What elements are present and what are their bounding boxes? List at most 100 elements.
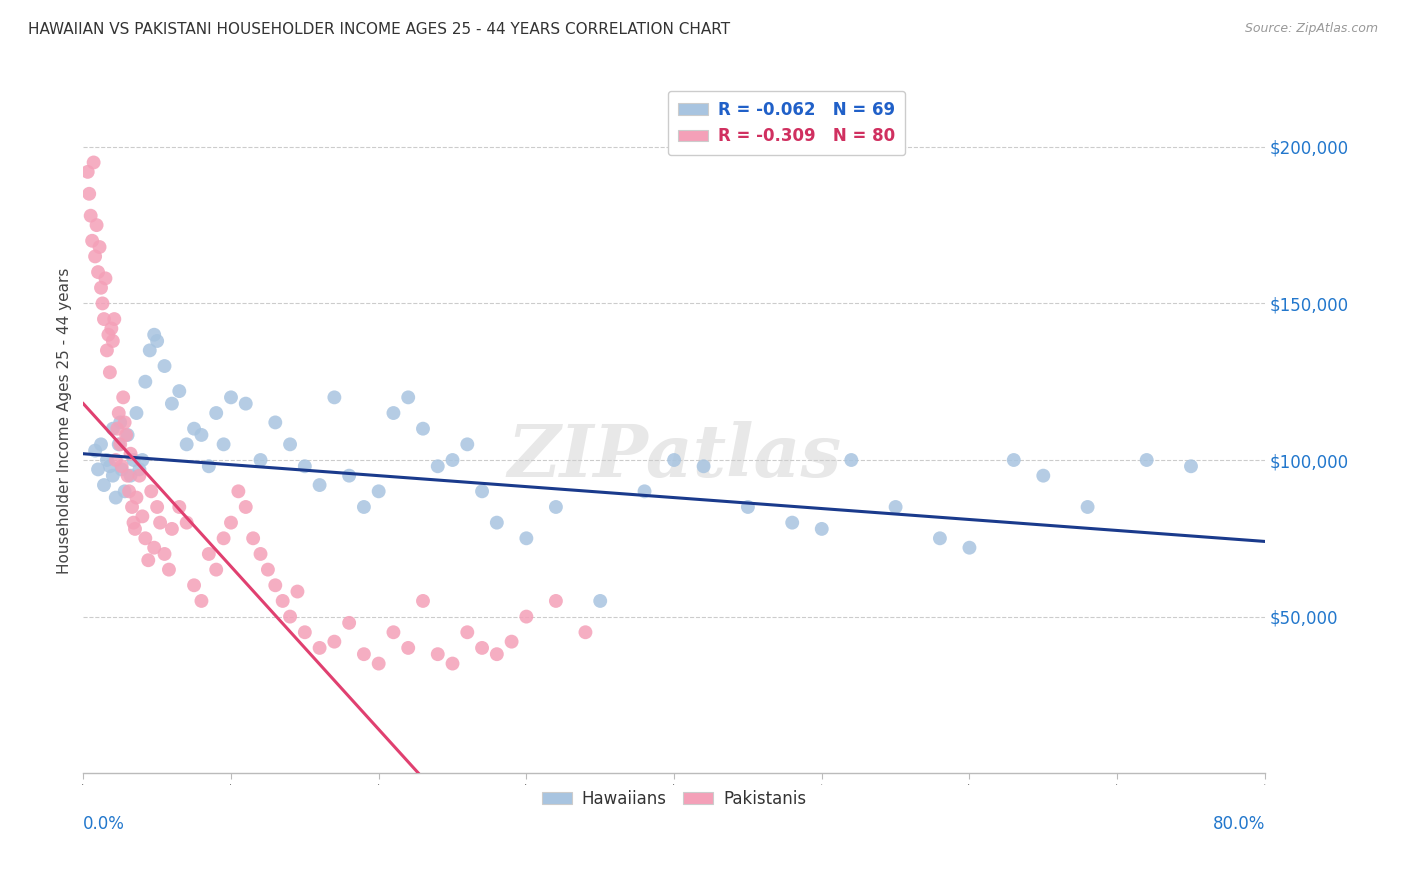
Point bbox=[117, 428, 139, 442]
Point bbox=[198, 547, 221, 561]
Point bbox=[110, 437, 132, 451]
Y-axis label: Householder Income Ages 25 - 44 years: Householder Income Ages 25 - 44 years bbox=[58, 268, 72, 574]
Point bbox=[294, 625, 316, 640]
Point bbox=[87, 462, 110, 476]
Point bbox=[456, 625, 478, 640]
Point bbox=[121, 500, 143, 514]
Point bbox=[76, 165, 98, 179]
Point bbox=[426, 459, 449, 474]
Point bbox=[544, 500, 567, 514]
Point bbox=[959, 541, 981, 555]
Point bbox=[441, 453, 464, 467]
Point bbox=[1180, 459, 1202, 474]
Point bbox=[501, 634, 523, 648]
Point bbox=[190, 428, 212, 442]
Point bbox=[396, 640, 419, 655]
Point bbox=[153, 359, 176, 373]
Point bbox=[153, 547, 176, 561]
Point bbox=[737, 500, 759, 514]
Point bbox=[90, 437, 112, 451]
Point bbox=[112, 390, 135, 404]
Point bbox=[396, 390, 419, 404]
Point bbox=[323, 634, 346, 648]
Point bbox=[97, 327, 120, 342]
Point bbox=[337, 468, 360, 483]
Point bbox=[471, 484, 494, 499]
Point bbox=[426, 647, 449, 661]
Point bbox=[515, 531, 537, 545]
Point bbox=[101, 422, 124, 436]
Point bbox=[574, 625, 596, 640]
Point bbox=[928, 531, 950, 545]
Point bbox=[105, 422, 128, 436]
Point bbox=[242, 531, 264, 545]
Point bbox=[249, 453, 271, 467]
Point bbox=[84, 249, 107, 263]
Point bbox=[205, 563, 228, 577]
Point bbox=[84, 443, 107, 458]
Point bbox=[125, 406, 148, 420]
Point bbox=[104, 453, 127, 467]
Point bbox=[367, 484, 389, 499]
Point bbox=[183, 422, 205, 436]
Point bbox=[120, 447, 142, 461]
Point bbox=[96, 453, 118, 467]
Point bbox=[1136, 453, 1159, 467]
Point bbox=[128, 468, 150, 483]
Point bbox=[91, 296, 114, 310]
Point bbox=[93, 478, 115, 492]
Point bbox=[101, 468, 124, 483]
Point bbox=[257, 563, 280, 577]
Point bbox=[146, 334, 169, 348]
Point bbox=[219, 390, 242, 404]
Point bbox=[122, 453, 145, 467]
Point bbox=[515, 609, 537, 624]
Point bbox=[103, 312, 125, 326]
Point bbox=[169, 500, 191, 514]
Point bbox=[122, 516, 145, 530]
Point bbox=[471, 640, 494, 655]
Point bbox=[160, 396, 183, 410]
Text: ZIPatlas: ZIPatlas bbox=[508, 421, 841, 491]
Point bbox=[141, 484, 163, 499]
Point bbox=[544, 594, 567, 608]
Point bbox=[124, 522, 146, 536]
Point bbox=[131, 453, 153, 467]
Point bbox=[589, 594, 612, 608]
Point bbox=[157, 563, 180, 577]
Point bbox=[441, 657, 464, 671]
Point bbox=[111, 462, 134, 476]
Point bbox=[79, 209, 101, 223]
Point bbox=[89, 240, 111, 254]
Point bbox=[93, 312, 115, 326]
Point bbox=[662, 453, 685, 467]
Point bbox=[98, 365, 121, 379]
Point bbox=[128, 462, 150, 476]
Point bbox=[353, 500, 375, 514]
Point bbox=[114, 484, 136, 499]
Point bbox=[884, 500, 907, 514]
Point bbox=[139, 343, 162, 358]
Point bbox=[308, 478, 330, 492]
Point bbox=[205, 406, 228, 420]
Point bbox=[131, 509, 153, 524]
Point bbox=[107, 406, 129, 420]
Point bbox=[120, 468, 142, 483]
Point bbox=[412, 594, 434, 608]
Point bbox=[235, 396, 257, 410]
Point bbox=[485, 647, 508, 661]
Point bbox=[83, 155, 105, 169]
Point bbox=[183, 578, 205, 592]
Point bbox=[382, 625, 405, 640]
Text: 80.0%: 80.0% bbox=[1212, 815, 1265, 833]
Point bbox=[77, 186, 100, 201]
Point bbox=[1002, 453, 1025, 467]
Point bbox=[125, 491, 148, 505]
Point bbox=[367, 657, 389, 671]
Point bbox=[146, 500, 169, 514]
Point bbox=[101, 334, 124, 348]
Point bbox=[382, 406, 405, 420]
Point bbox=[96, 343, 118, 358]
Point bbox=[104, 491, 127, 505]
Point bbox=[1077, 500, 1099, 514]
